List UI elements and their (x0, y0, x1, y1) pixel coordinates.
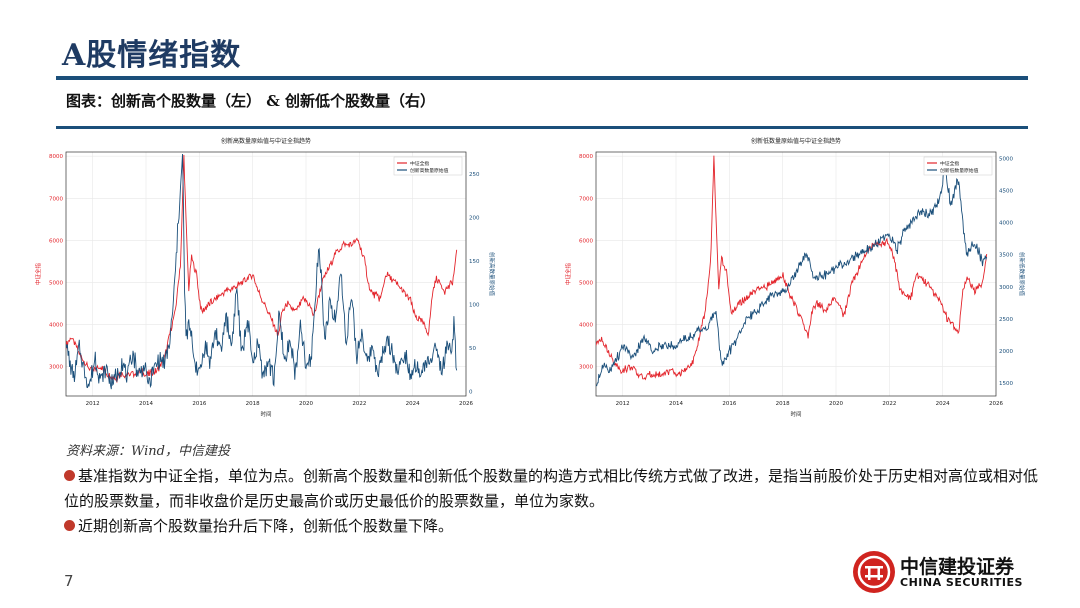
page-title: A股情绪指数 (62, 38, 242, 73)
x-tick-label: 2026 (459, 401, 473, 407)
bullet-dot-icon (64, 470, 75, 481)
x-axis-label: 时间 (790, 410, 801, 418)
x-tick-label: 2022 (882, 401, 896, 407)
y-right-tick-label: 2000 (999, 349, 1013, 355)
y-left-tick-label: 5000 (49, 280, 63, 286)
y-left-tick-label: 7000 (579, 196, 593, 202)
y-right-tick-label: 2500 (999, 317, 1013, 323)
y-right-tick-label: 200 (469, 215, 480, 221)
logo-text-cn: 中信建投证券 (900, 556, 1015, 578)
y-left-tick-label: 8000 (49, 154, 63, 160)
company-logo: 中信建投证券 CHINA SECURITIES (852, 548, 1032, 594)
legend-label: 中证全指 (410, 160, 429, 167)
source-note: 资料来源：Wind，中信建投 (66, 444, 230, 459)
x-tick-label: 2012 (616, 401, 630, 407)
series-line-index (66, 154, 458, 384)
y-right-axis-label: 创新高数量原始值 (488, 252, 496, 297)
bullet-2: 近期创新高个股数量抬升后下降，创新低个股数量下降。 (64, 514, 1044, 539)
y-left-tick-label: 3000 (579, 365, 593, 371)
legend-box (393, 156, 463, 176)
page-number: 7 (64, 572, 74, 590)
x-tick-label: 2020 (829, 401, 843, 407)
x-tick-label: 2018 (246, 401, 260, 407)
series-line-index (596, 155, 988, 381)
logo-text-en: CHINA SECURITIES (900, 576, 1023, 589)
y-left-tick-label: 4000 (579, 322, 593, 328)
legend-box (923, 156, 993, 176)
chart-svg: 创新高数量原始值与中证全指趋势 2012 2014 2016 2018 2020 2022 2… (34, 137, 496, 418)
chart-svg: 创新低数量原始值与中证全指趋势 2012 2014 2016 2018 2020 2022 2… (564, 137, 1026, 418)
x-tick-label: 2026 (989, 401, 1003, 407)
y-left-tick-label: 7000 (49, 196, 63, 202)
x-tick-label: 2024 (936, 401, 950, 407)
bullet-1-text: 基准指数为中证全指，单位为点。创新高个股数量和创新低个股数量的构造方式相比传统方… (64, 467, 1039, 510)
y-right-tick-label: 3000 (999, 285, 1013, 291)
x-tick-label: 2020 (299, 401, 313, 407)
y-right-tick-label: 150 (469, 259, 480, 265)
bullet-1: 基准指数为中证全指，单位为点。创新高个股数量和创新低个股数量的构造方式相比传统方… (64, 464, 1044, 514)
x-tick-label: 2014 (669, 401, 683, 407)
y-right-tick-label: 4000 (999, 221, 1013, 227)
y-left-tick-label: 6000 (579, 238, 593, 244)
x-tick-label: 2022 (352, 401, 366, 407)
x-tick-label: 2012 (86, 401, 100, 407)
chart-title: 创新低数量原始值与中证全指趋势 (751, 137, 841, 145)
y-left-axis-label: 中证全指 (564, 263, 572, 286)
series-line-count (596, 162, 988, 387)
y-right-tick-label: 3500 (999, 253, 1013, 259)
y-right-tick-label: 4500 (999, 189, 1013, 195)
series-line-count (66, 153, 458, 390)
x-axis-label: 时间 (260, 410, 271, 418)
caption-rule (56, 126, 1028, 129)
figure-caption: 图表：创新高个股数量（左） & 创新低个股数量（右） (66, 92, 435, 110)
y-right-tick-label: 0 (469, 390, 473, 396)
y-left-axis-label: 中证全指 (34, 263, 42, 286)
y-left-tick-label: 8000 (579, 154, 593, 160)
y-right-tick-label: 100 (469, 303, 480, 309)
y-right-axis-label: 创新低数量原始值 (1018, 252, 1026, 297)
x-tick-label: 2016 (722, 401, 736, 407)
x-tick-label: 2024 (406, 401, 420, 407)
new-high-chart: 创新高数量原始值与中证全指趋势 2012 2014 2016 2018 2020 2022 2… (30, 132, 506, 430)
x-tick-label: 2016 (192, 401, 206, 407)
bullet-dot-icon (64, 520, 75, 531)
x-tick-label: 2014 (139, 401, 153, 407)
y-left-tick-label: 4000 (49, 322, 63, 328)
legend-label: 中证全指 (940, 160, 959, 167)
new-low-chart: 创新低数量原始值与中证全指趋势 2012 2014 2016 2018 2020 2022 2… (560, 132, 1036, 430)
y-left-tick-label: 3000 (49, 365, 63, 371)
y-right-tick-label: 5000 (999, 156, 1013, 162)
title-rule (56, 76, 1028, 80)
china-securities-logo-icon (853, 551, 895, 593)
legend-label: 创新低数量原始值 (940, 167, 979, 174)
y-right-tick-label: 1500 (999, 381, 1013, 387)
y-left-tick-label: 5000 (579, 280, 593, 286)
chart-title: 创新高数量原始值与中证全指趋势 (221, 137, 311, 145)
legend-label: 创新高数量原始值 (410, 167, 449, 174)
x-tick-label: 2018 (776, 401, 790, 407)
y-right-tick-label: 250 (469, 172, 480, 178)
plot-frame (595, 151, 997, 397)
y-left-tick-label: 6000 (49, 238, 63, 244)
plot-frame (65, 151, 467, 397)
bullet-2-text: 近期创新高个股数量抬升后下降，创新低个股数量下降。 (78, 517, 454, 535)
y-right-tick-label: 50 (469, 346, 476, 352)
